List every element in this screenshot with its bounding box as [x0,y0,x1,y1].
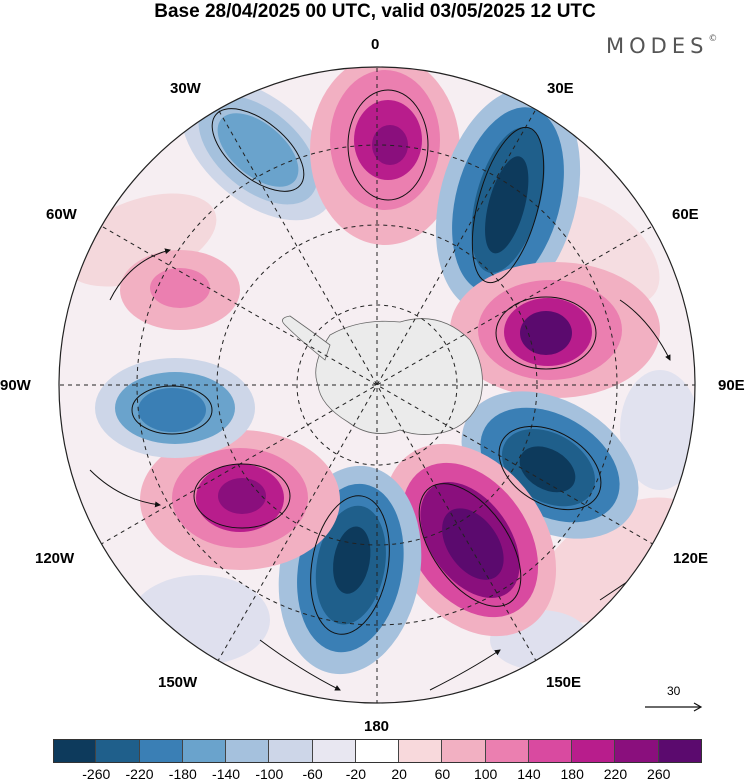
colorbar-swatch [485,739,529,763]
logo-mark: © [708,34,718,44]
colorbar-tick-label: -180 [168,766,197,782]
lon-label-30e: 30E [547,80,574,97]
colorbar-tick-label: 100 [473,766,498,782]
colorbar-ticks: -260 -220 -180 -140 -100 -60 -20 20 60 100 140 180 2… [53,766,702,784]
anomaly-high-0 [310,67,460,245]
colorbar-tick-label: -260 [82,766,111,782]
colorbar-tick-label: 20 [391,766,407,782]
colorbar-swatch [658,739,702,763]
colorbar-swatch [139,739,183,763]
lon-label-30w: 30W [170,80,201,97]
antarctica-landmass [315,318,483,435]
map-title: Base 28/04/2025 00 UTC, valid 03/05/2025… [154,1,596,22]
map-border [58,66,696,704]
colorbar-tick-label: 140 [517,766,541,782]
lon-label-90w: 90W [0,377,31,394]
colorbar-swatch [226,739,270,763]
lon-label-120e: 120E [673,550,709,567]
colorbar-swatch [312,739,356,763]
colorbar-swatch [442,739,486,763]
colorbar-tick-label: -220 [125,766,154,782]
lon-label-120w: 120W [35,550,75,567]
anomaly-low-30w [181,79,335,221]
colorbar-tick-label: 180 [560,766,584,782]
colorbar-tick-label: -20 [345,766,366,782]
anomaly-high-150e [383,443,557,637]
anomaly-high-60e [450,262,660,398]
colorbar-tick-label: -140 [212,766,241,782]
antarctic-peninsula [282,315,331,361]
logo-text: MODES [606,34,709,58]
colorbar-tick-label: 60 [434,766,451,782]
modes-logo: MODES© [606,34,717,58]
lon-label-60e: 60E [672,206,699,223]
colorbar-swatch [615,739,659,763]
anomaly-low-90w [95,358,255,458]
anomaly-low-30e [435,87,581,313]
colorbar-tick-label: 220 [603,766,628,782]
colorbar [53,739,702,763]
colorbar-tick-label: -60 [302,766,323,782]
colorbar-swatch [355,739,400,763]
colorbar-tick-label: 260 [647,766,671,782]
anomaly-high-60w [120,250,240,330]
lon-label-0: 0 [371,36,380,53]
colorbar-swatch [572,739,616,763]
colorbar-frame [53,739,702,763]
colorbar-swatch [399,739,443,763]
lon-label-90e: 90E [718,377,745,394]
anomaly-field [59,67,695,703]
lon-label-150e: 150E [546,674,582,691]
colorbar-tick-label: -100 [255,766,284,782]
graticule [59,67,695,703]
vector-scale-label: 30 [667,684,681,698]
lon-label-150w: 150W [158,674,198,691]
lon-label-180: 180 [364,718,390,735]
lon-label-60w: 60W [46,206,77,223]
wind-streamlines [89,89,671,691]
colorbar-swatch [182,739,227,763]
colorbar-swatch [269,739,313,763]
colorbar-swatch [53,739,97,763]
arrow-right-icon [645,702,703,712]
colorbar-swatch [528,739,573,763]
colorbar-swatch [96,739,140,763]
